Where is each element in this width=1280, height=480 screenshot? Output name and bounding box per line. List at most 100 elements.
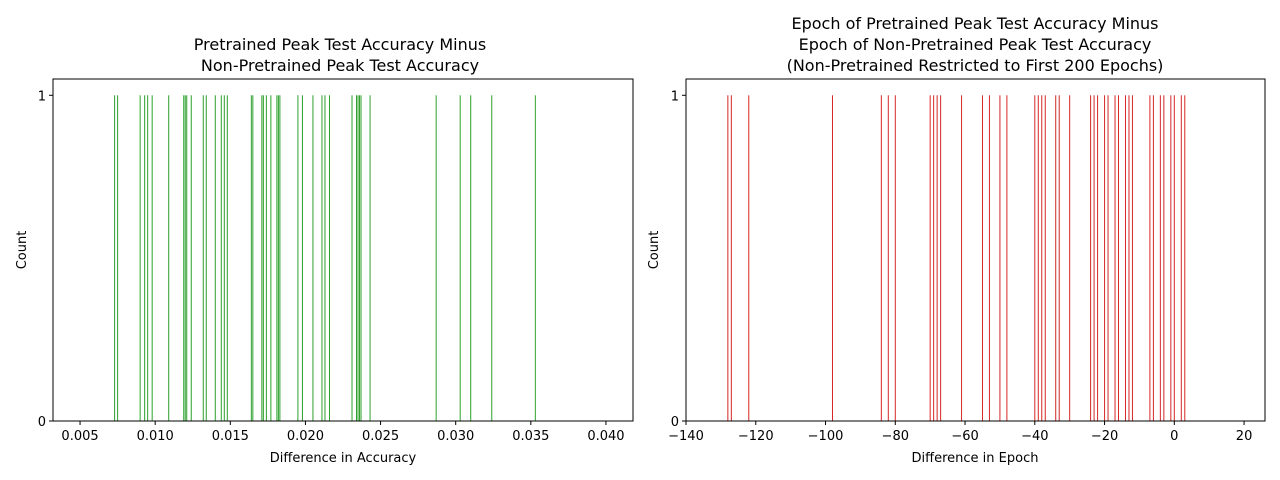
histogram-bar [1006,95,1008,421]
histogram-bar [321,95,323,421]
histogram-bar [1044,95,1046,421]
histogram-bar [139,95,141,421]
histogram-bar [214,95,216,421]
histogram-bar [297,95,299,421]
histogram-bar [940,95,942,421]
histogram-bar [1149,95,1151,421]
epoch-difference-chart: Epoch of Pretrained Peak Test Accuracy M… [647,14,1266,466]
histogram-bar [276,95,278,421]
chart-title-line-1: Epoch of Pretrained Peak Test Accuracy M… [791,14,1158,33]
y-axis-label: Count [15,231,30,270]
histogram-bar [1107,95,1109,421]
histogram-bar [351,95,353,421]
histogram-bar [988,95,990,421]
x-tick-label: −120 [738,429,774,444]
histogram-bar [1170,95,1172,421]
histogram-bar [894,95,896,421]
histogram-bar [999,95,1001,421]
histogram-bar [312,95,314,421]
histogram-bar [117,95,119,421]
histogram-bar [220,95,222,421]
y-tick-label: 1 [38,89,46,104]
histogram-bar [144,95,146,421]
x-tick-label: 0.025 [362,429,399,444]
x-tick-label: 0.020 [287,429,324,444]
histogram-bar [324,95,326,421]
histogram-bar [459,95,461,421]
histogram-bar [929,95,931,421]
x-tick-label: 0.040 [587,429,624,444]
x-axis-label: Difference in Accuracy [270,451,417,466]
histogram-bar [1131,95,1133,421]
histogram-bar [491,95,493,421]
x-tick-label: 0.035 [512,429,549,444]
chart-title-line-2: Epoch of Non-Pretrained Peak Test Accura… [799,35,1152,54]
histogram-bar [359,95,361,421]
x-tick-label: −40 [1021,429,1048,444]
y-tick-label: 0 [38,415,46,430]
x-tick-label: −80 [882,429,909,444]
histogram-bar [831,95,833,421]
histogram-bar [1097,95,1099,421]
chart-title-line-2: Non-Pretrained Peak Test Accuracy [201,56,479,75]
histogram-bar [1159,95,1161,421]
histogram-bar [265,95,267,421]
histogram-bar [357,95,359,421]
histogram-bar [1163,95,1165,421]
histogram-bar [1184,95,1186,421]
histogram-bar [1058,95,1060,421]
histogram-bar [1037,95,1039,421]
histogram-bar [1090,95,1092,421]
histogram-bar [183,95,185,421]
y-tick-label: 0 [671,415,679,430]
x-tick-label: 0.005 [61,429,98,444]
x-tick-label: −20 [1091,429,1118,444]
histogram-bar [1055,95,1057,421]
chart-title-line-3: (Non-Pretrained Restricted to First 200 … [787,56,1164,75]
histogram-bar [1034,95,1036,421]
histogram-bar [360,95,362,421]
x-axis-label: Difference in Epoch [912,451,1039,466]
histogram-bar [226,95,228,421]
accuracy-difference-chart: Pretrained Peak Test Accuracy Minus Non-… [15,35,634,466]
histogram-bar [1104,95,1106,421]
histogram-bar [190,95,192,421]
histogram-bar [279,95,281,421]
histogram-bar [202,95,204,421]
histogram-bar [470,95,472,421]
histogram-bar [114,95,116,421]
histogram-bar [1114,95,1116,421]
histogram-bar [1069,95,1071,421]
histogram-bar [936,95,938,421]
x-tick-label: 0.010 [137,429,174,444]
histogram-bar [205,95,207,421]
x-tick-label: 0 [1170,429,1178,444]
histogram-bar [250,95,252,421]
y-axis-label: Count [647,231,662,270]
histogram-bar [1093,95,1095,421]
x-tick-label: −140 [668,429,704,444]
plot-frame [685,78,1266,422]
histogram-bar [534,95,536,421]
x-tick-label: 20 [1236,429,1253,444]
y-tick-label: 1 [671,89,679,104]
histogram-bar [1041,95,1043,421]
histogram-bar [1124,95,1126,421]
histogram-bar [261,95,263,421]
histogram-bar [1128,95,1130,421]
histogram-bar [933,95,935,421]
histogram-bar [1118,95,1120,421]
histogram-bar [252,95,254,421]
histogram-bar [147,95,149,421]
histogram-bar [262,95,264,421]
histogram-bar [1152,95,1154,421]
x-tick-label: −100 [808,429,844,444]
histogram-bar [887,95,889,421]
histogram-bar [186,95,188,421]
histogram-bar [223,95,225,421]
histogram-bar [730,95,732,421]
histogram-bar [277,95,279,421]
histogram-bar [981,95,983,421]
histogram-bar [727,95,729,421]
